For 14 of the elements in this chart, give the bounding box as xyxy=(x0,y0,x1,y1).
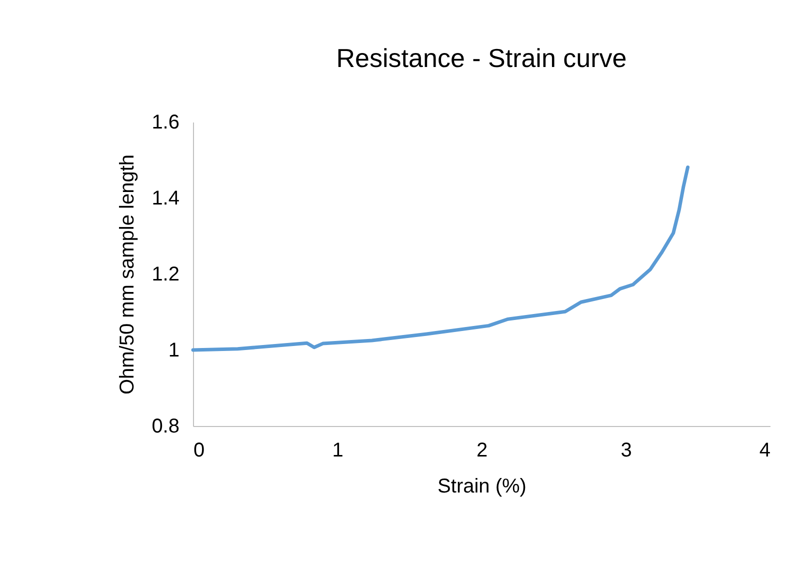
y-tick-label: 1 xyxy=(168,340,180,362)
y-tick-label: 1.4 xyxy=(152,188,180,210)
x-tick-label: 0 xyxy=(194,440,205,462)
x-tick-label: 2 xyxy=(476,440,488,462)
x-axis-title: Strain (%) xyxy=(438,476,526,498)
y-tick-label: 1.2 xyxy=(152,264,180,286)
chart-title: Resistance - Strain curve xyxy=(336,43,627,73)
y-tick-label: 0.8 xyxy=(152,416,180,438)
y-tick-label: 1.6 xyxy=(152,112,180,134)
line-series xyxy=(191,165,690,352)
x-tick-label: 4 xyxy=(759,440,770,462)
x-tick-label: 3 xyxy=(620,440,632,462)
x-tick-label: 1 xyxy=(332,440,344,462)
y-axis-title: Ohm/50 mm sample length xyxy=(116,154,139,395)
